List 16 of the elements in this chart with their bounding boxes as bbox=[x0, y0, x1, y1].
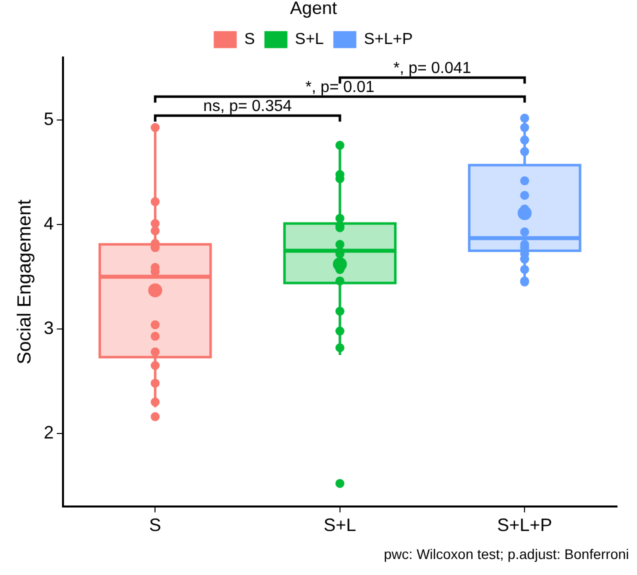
x-tick-label: S bbox=[149, 515, 162, 536]
annotation: *, p= 0.041 bbox=[393, 60, 472, 78]
y-axis-title: Social Engagement bbox=[14, 198, 36, 364]
annotation: *, p= 0.01 bbox=[305, 79, 374, 96]
legend-title: Agent bbox=[290, 0, 338, 18]
text: pwc: Wilcoxon test; p.adjust: Bonferroni bbox=[384, 546, 629, 562]
y-tick-label: 3 bbox=[44, 318, 54, 338]
legend-label: S+L+P bbox=[364, 31, 413, 48]
legend-label: S bbox=[244, 31, 255, 48]
x-tick-label: S+L+P bbox=[497, 515, 552, 536]
annotation: ns, p= 0.354 bbox=[203, 98, 292, 116]
x-tick-label: S+L bbox=[324, 515, 356, 536]
y-tick-label: 4 bbox=[44, 214, 54, 234]
legend-label: S+L bbox=[294, 31, 324, 48]
y-tick-label: 5 bbox=[44, 109, 54, 130]
y-tick-label: 2 bbox=[44, 422, 54, 442]
